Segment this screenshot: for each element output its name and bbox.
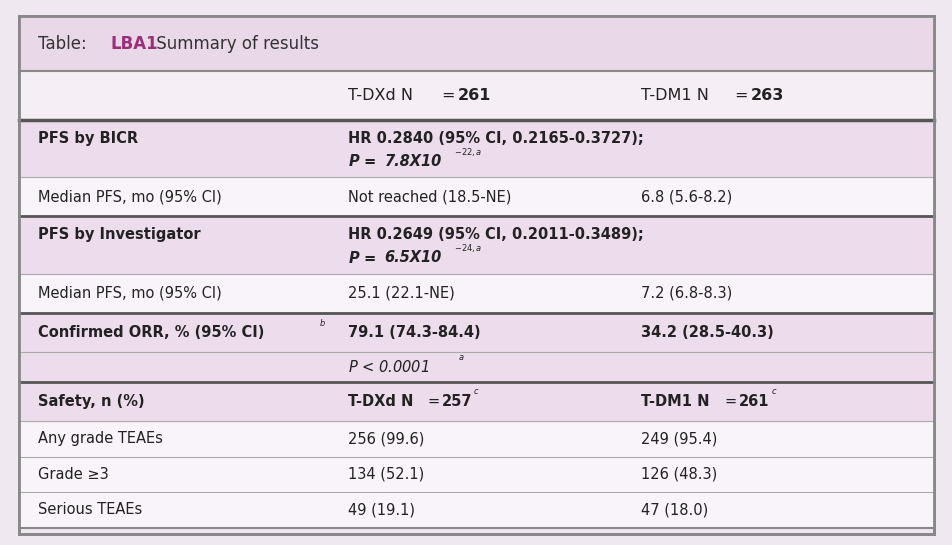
Bar	[19, 120, 933, 177]
Text: 7.2 (6.8-8.3): 7.2 (6.8-8.3)	[641, 286, 732, 301]
Text: 34.2 (28.5-40.3): 34.2 (28.5-40.3)	[641, 325, 773, 340]
Text: 249 (95.4): 249 (95.4)	[641, 432, 717, 446]
Text: HR 0.2840 (95% CI, 0.2165-0.3727);: HR 0.2840 (95% CI, 0.2165-0.3727);	[348, 131, 644, 146]
Text: LBA1: LBA1	[110, 34, 158, 53]
Text: PFS by BICR: PFS by BICR	[38, 131, 138, 146]
Text: 256 (99.6): 256 (99.6)	[348, 432, 425, 446]
Text: $^a$: $^a$	[458, 354, 465, 367]
Text: Table:: Table:	[38, 34, 92, 53]
Text: 7.8X10: 7.8X10	[385, 154, 442, 168]
Text: =: =	[427, 394, 444, 409]
Text: 49 (19.1): 49 (19.1)	[348, 502, 415, 517]
Text: $^{-24,a}$: $^{-24,a}$	[454, 244, 482, 257]
Text: =: =	[442, 88, 460, 103]
Text: 134 (52.1): 134 (52.1)	[348, 467, 425, 482]
Text: T-DM1 N: T-DM1 N	[641, 88, 713, 103]
Text: Confirmed ORR, % (95% CI): Confirmed ORR, % (95% CI)	[38, 325, 265, 340]
Bar	[19, 457, 933, 492]
Text: 6.8 (5.6-8.2): 6.8 (5.6-8.2)	[641, 189, 732, 204]
Text: 126 (48.3): 126 (48.3)	[641, 467, 717, 482]
Bar	[19, 352, 933, 382]
Bar	[19, 16, 933, 71]
Bar	[19, 71, 933, 120]
Text: 257: 257	[442, 394, 472, 409]
Text: 79.1 (74.3-84.4): 79.1 (74.3-84.4)	[348, 325, 481, 340]
Text: $^{-22,a}$: $^{-22,a}$	[454, 148, 482, 161]
Text: T-DXd N: T-DXd N	[348, 88, 418, 103]
Bar	[19, 216, 933, 274]
Text: $\bfit{P}$ =: $\bfit{P}$ =	[348, 153, 378, 169]
Text: T-DXd N: T-DXd N	[348, 394, 419, 409]
Bar	[19, 382, 933, 421]
Text: Any grade TEAEs: Any grade TEAEs	[38, 432, 163, 446]
Text: $^c$: $^c$	[473, 388, 479, 401]
Bar	[19, 177, 933, 216]
Text: Median PFS, mo (95% CI): Median PFS, mo (95% CI)	[38, 189, 222, 204]
Text: =: =	[724, 394, 741, 409]
Text: $^c$: $^c$	[770, 388, 777, 401]
Bar	[19, 313, 933, 352]
Text: $^b$: $^b$	[319, 319, 326, 332]
Text: 263: 263	[750, 88, 783, 103]
Bar	[19, 421, 933, 457]
Text: PFS by Investigator: PFS by Investigator	[38, 227, 201, 242]
Text: Serious TEAEs: Serious TEAEs	[38, 502, 142, 517]
Text: 47 (18.0): 47 (18.0)	[641, 502, 707, 517]
Bar	[19, 274, 933, 313]
Text: =: =	[734, 88, 752, 103]
Text: HR 0.2649 (95% CI, 0.2011-0.3489);: HR 0.2649 (95% CI, 0.2011-0.3489);	[348, 227, 644, 242]
Text: 261: 261	[458, 88, 491, 103]
Text: $\it{P}$ < 0.0001: $\it{P}$ < 0.0001	[348, 359, 429, 375]
Bar	[19, 492, 933, 528]
Text: T-DM1 N: T-DM1 N	[641, 394, 714, 409]
Text: $\bfit{P}$ =: $\bfit{P}$ =	[348, 250, 378, 265]
Text: 261: 261	[739, 394, 769, 409]
Text: Summary of results: Summary of results	[150, 34, 318, 53]
Text: Not reached (18.5-NE): Not reached (18.5-NE)	[348, 189, 511, 204]
Text: Grade ≥3: Grade ≥3	[38, 467, 109, 482]
Text: 25.1 (22.1-NE): 25.1 (22.1-NE)	[348, 286, 455, 301]
Text: Median PFS, mo (95% CI): Median PFS, mo (95% CI)	[38, 286, 222, 301]
Text: 6.5X10: 6.5X10	[385, 250, 442, 265]
Text: Safety, n (%): Safety, n (%)	[38, 394, 145, 409]
